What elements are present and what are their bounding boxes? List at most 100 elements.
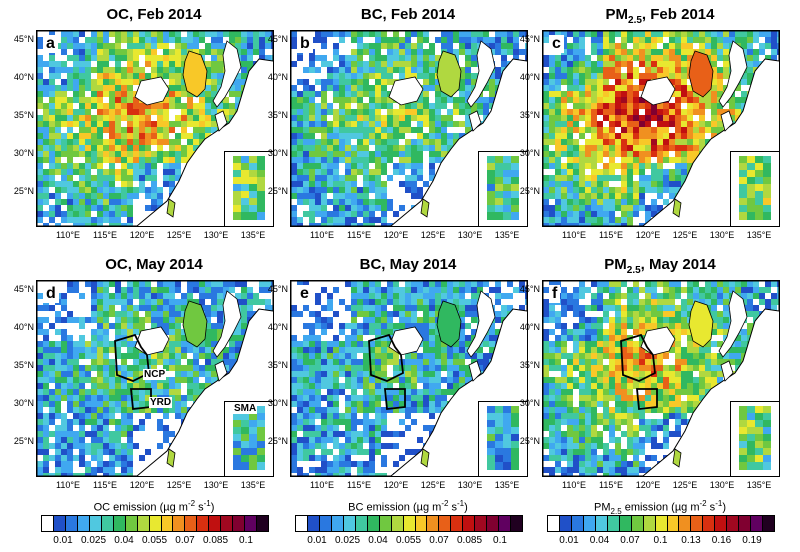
inset-cell <box>495 413 503 421</box>
colorbar-swatch <box>137 516 150 531</box>
inset-cell <box>763 191 771 199</box>
lon-tick: 125°E <box>420 230 446 240</box>
title-sep: , <box>128 6 138 23</box>
colorbar-swatch <box>197 516 210 531</box>
lon-tick: 115°E <box>347 230 371 240</box>
colorbar-swatch <box>667 516 680 531</box>
inset-cell <box>755 406 763 414</box>
colorbar-tick: 0.07 <box>620 535 640 546</box>
lat-tick: 30°N <box>519 148 540 158</box>
inset-cell <box>739 205 747 213</box>
inset-cell <box>511 406 519 414</box>
korea-peninsula <box>182 300 208 348</box>
lat-tick: 45°N <box>13 34 34 44</box>
inset-cell <box>249 191 257 199</box>
lat-tick: 25°N <box>519 186 540 196</box>
inset-cell <box>747 427 755 435</box>
lon-tick: 125°E <box>420 480 446 490</box>
inset-cell <box>241 434 249 442</box>
inset-cell <box>233 448 241 456</box>
colorbar-swatch <box>559 516 572 531</box>
colorbar-swatch <box>427 516 440 531</box>
colorbar-title-part: s <box>195 501 204 514</box>
lon-tick: 130°E <box>709 230 735 240</box>
colorbar-title-part: µg m <box>163 501 188 514</box>
bohai-sea <box>640 76 676 106</box>
colorbar-swatch <box>257 516 269 531</box>
inset-cell <box>249 177 257 185</box>
lon-tick: 115°E <box>347 480 371 490</box>
map-panel-b: b <box>290 30 528 227</box>
map-panel-f: f <box>542 280 780 477</box>
inset-map <box>224 151 273 226</box>
inset-cell <box>511 420 519 428</box>
lon-tick: 125°E <box>672 230 698 240</box>
inset-cell <box>747 191 755 199</box>
inset-cell <box>511 448 519 456</box>
colorbar-swatch <box>221 516 234 531</box>
inset-cell <box>511 184 519 192</box>
title-date: May 2014 <box>136 256 203 273</box>
inset-cell <box>495 420 503 428</box>
inset-cell <box>747 198 755 206</box>
korea-peninsula <box>688 300 714 348</box>
colorbar-title-part: -1 <box>457 499 465 508</box>
title-species: OC <box>106 6 129 23</box>
lat-tick: 45°N <box>267 284 288 294</box>
inset-cell <box>755 205 763 213</box>
inset-cell <box>755 177 763 185</box>
inset-cell <box>503 205 511 213</box>
region-label-yrd: YRD <box>149 397 173 408</box>
colorbar-title-part: emission (µg m <box>621 501 700 514</box>
inset-cell <box>511 177 519 185</box>
colorbar-title-part: BC emission ( <box>348 501 417 514</box>
map-panel-c: c <box>542 30 780 227</box>
inset-cell <box>739 191 747 199</box>
inset-cell <box>241 156 249 164</box>
colorbar-swatch <box>415 516 428 531</box>
coastline <box>37 31 273 226</box>
inset-cell <box>249 462 257 470</box>
inset-cell <box>233 156 241 164</box>
title-subscript: 2.5 <box>626 265 641 276</box>
lon-tick: 110°E <box>562 480 586 490</box>
inset-cell <box>249 420 257 428</box>
colorbar-title-part: -1 <box>715 499 723 508</box>
japan-islands <box>718 40 748 132</box>
lon-tick: 135°E <box>746 480 772 490</box>
inset-cell <box>241 191 249 199</box>
colorbar-title-part: PM <box>594 501 611 514</box>
inset-cell <box>257 177 265 185</box>
korea-peninsula <box>436 50 462 98</box>
colorbar-title-part: OC emission ( <box>93 501 164 514</box>
inset-cell <box>257 191 265 199</box>
inset-cell <box>257 462 265 470</box>
colorbar-tick: 0.19 <box>742 535 762 546</box>
colorbar-swatch <box>307 516 320 531</box>
colorbar-swatch <box>355 516 368 531</box>
lon-tick: 115°E <box>93 230 117 240</box>
colorbar-swatch <box>463 516 476 531</box>
emission-map <box>543 281 779 476</box>
inset-cell <box>233 163 241 171</box>
inset-cell <box>487 406 495 414</box>
bohai-sea <box>134 76 170 106</box>
japan-islands <box>466 290 496 382</box>
bohai-sea <box>388 76 424 106</box>
inset-cell <box>503 184 511 192</box>
inset-cell <box>487 448 495 456</box>
lat-tick: 45°N <box>519 284 540 294</box>
panel-title: OC, May 2014 <box>29 256 279 274</box>
inset-cell <box>739 462 747 470</box>
inset-cell <box>503 156 511 164</box>
inset-cell <box>739 163 747 171</box>
bohai-sea <box>388 326 424 356</box>
colorbar-swatch <box>679 516 692 531</box>
inset-cell <box>233 441 241 449</box>
colorbar-swatch <box>161 516 174 531</box>
ncp-region <box>114 333 150 382</box>
title-sep: , <box>640 256 650 273</box>
title-date: Feb 2014 <box>650 6 715 23</box>
lat-tick: 40°N <box>13 72 34 82</box>
inset-cell <box>249 212 257 220</box>
